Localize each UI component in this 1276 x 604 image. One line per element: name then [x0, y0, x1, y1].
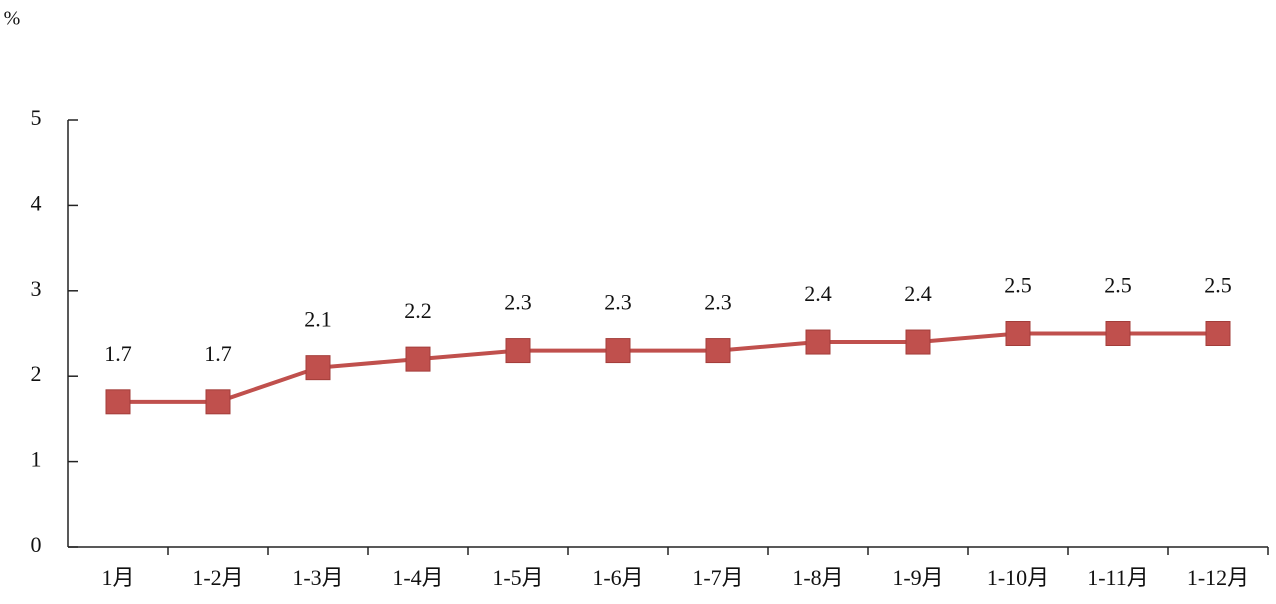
marker [605, 338, 631, 364]
marker [305, 355, 331, 381]
x-tick-label: 1-11月 [1087, 565, 1149, 590]
x-tick-label: 1-8月 [792, 565, 843, 590]
marker [905, 329, 931, 355]
x-tick-label: 1-4月 [392, 565, 443, 590]
x-tick-label: 1月 [101, 565, 134, 590]
data-label: 2.4 [904, 281, 932, 306]
data-label: 2.1 [304, 307, 332, 332]
marker [705, 338, 731, 364]
x-tick-label: 1-5月 [492, 565, 543, 590]
x-tick-label: 1-3月 [292, 565, 343, 590]
data-label: 2.4 [804, 281, 832, 306]
data-label: 2.3 [504, 290, 532, 315]
marker [505, 338, 531, 364]
x-tick-label: 1-6月 [592, 565, 643, 590]
y-unit: % [4, 8, 21, 30]
y-tick-label: 1 [31, 447, 42, 472]
y-tick-label: 5 [31, 105, 42, 130]
marker [205, 389, 231, 415]
x-tick-label: 1-2月 [192, 565, 243, 590]
data-label: 2.3 [604, 290, 632, 315]
data-label: 2.3 [704, 290, 732, 315]
data-label: 1.7 [104, 341, 132, 366]
y-tick-label: 4 [31, 190, 42, 215]
marker [1105, 321, 1131, 346]
marker [1005, 321, 1031, 346]
x-tick-label: 1-9月 [892, 565, 943, 590]
marker [105, 389, 131, 415]
marker [405, 346, 431, 372]
data-label: 2.5 [1004, 273, 1032, 298]
y-tick-label: 2 [31, 361, 42, 386]
marker [805, 329, 831, 355]
data-label: 2.2 [404, 298, 432, 323]
data-label: 2.5 [1104, 273, 1132, 298]
y-tick-label: 0 [31, 532, 42, 557]
marker [1205, 321, 1231, 346]
x-tick-label: 1-12月 [1187, 565, 1249, 590]
line [118, 331, 1218, 404]
y-tick-label: 3 [31, 276, 42, 301]
x-tick-label: 1-7月 [692, 565, 743, 590]
data-label: 1.7 [204, 341, 232, 366]
x-tick-label: 1-10月 [987, 565, 1049, 590]
data-label: 2.5 [1204, 273, 1232, 298]
